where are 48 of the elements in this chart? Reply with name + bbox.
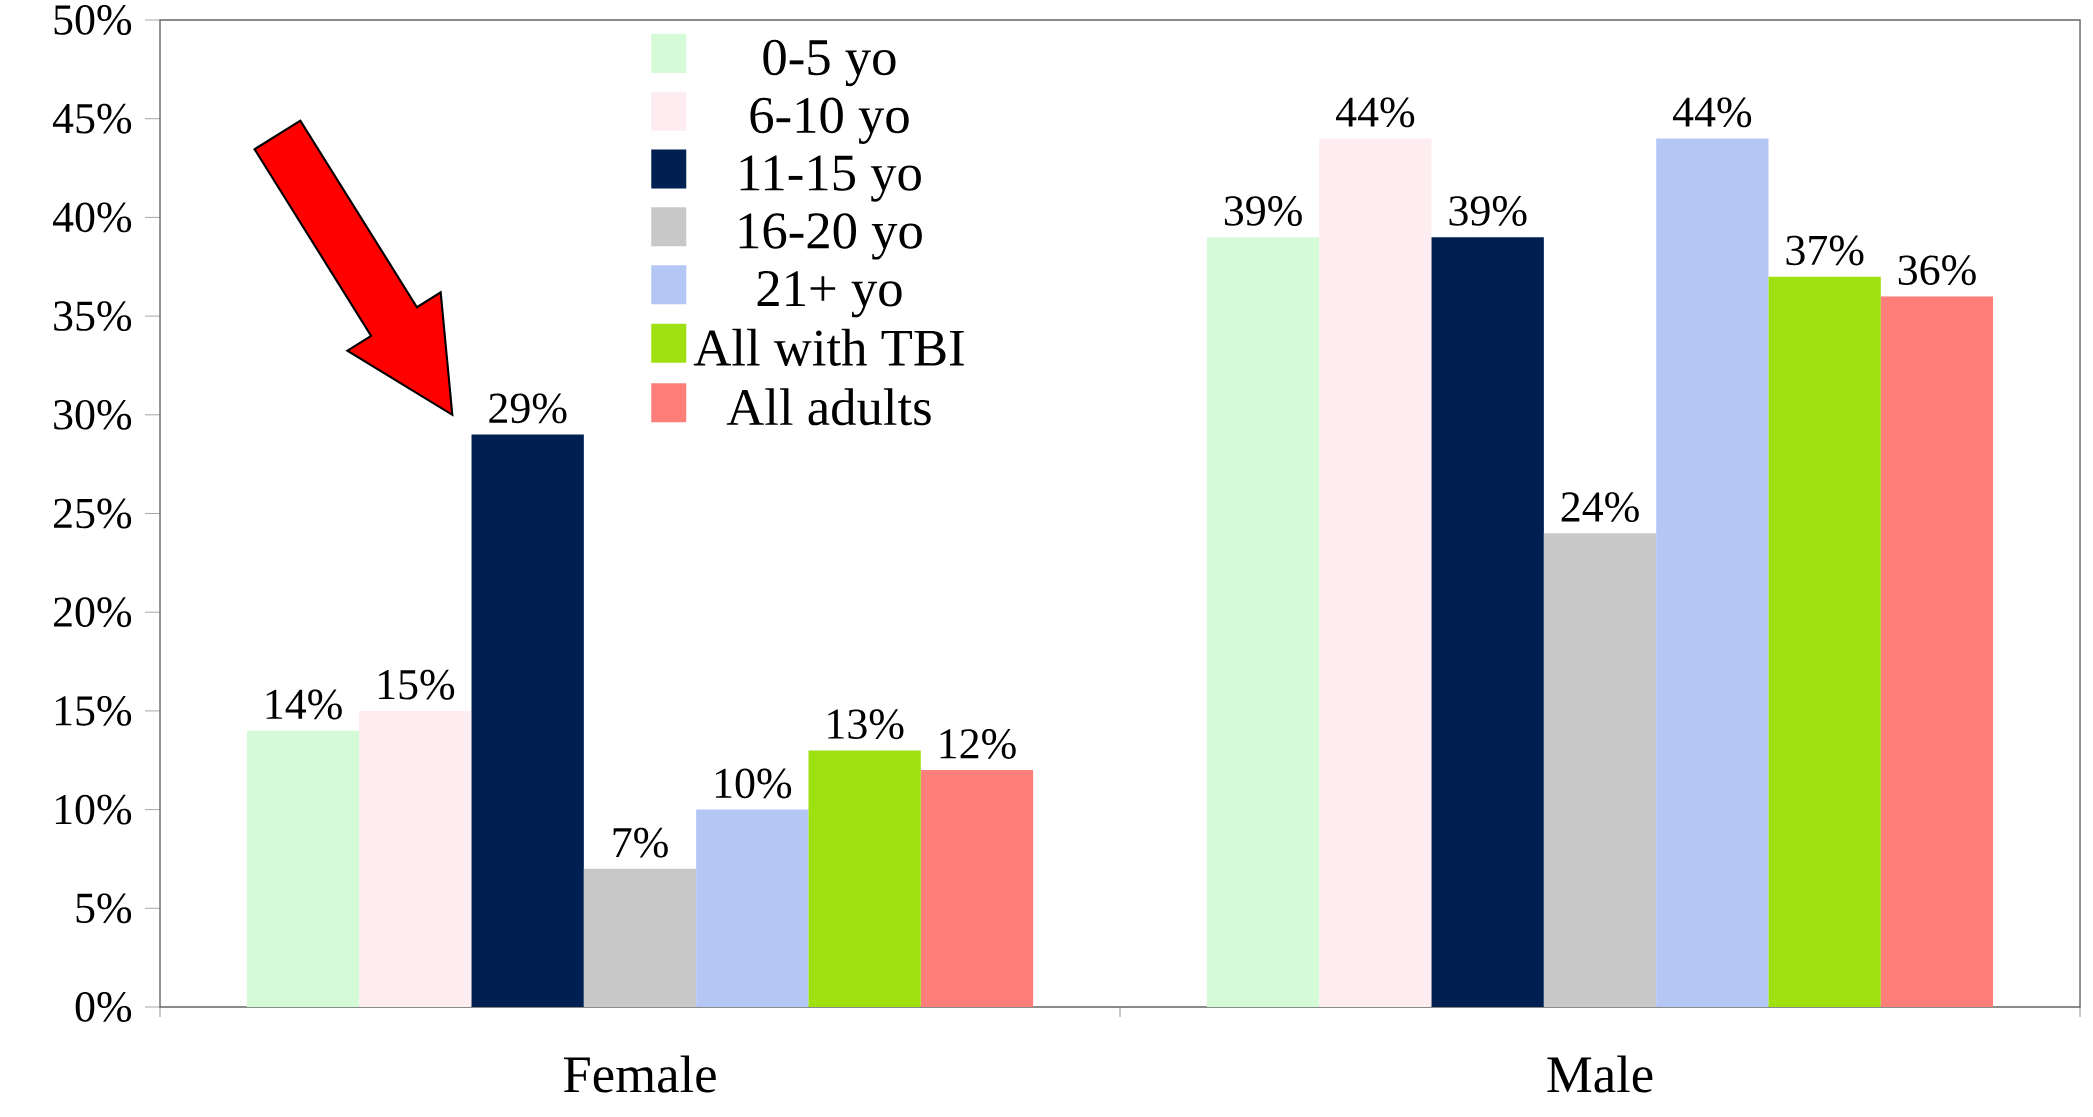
bar <box>471 434 584 1007</box>
legend-label: 0-5 yo <box>763 39 896 87</box>
y-tick-label: 15% <box>55 696 132 726</box>
bar <box>1656 138 1769 1007</box>
y-tick-label: 30% <box>54 399 132 430</box>
data-label: 37% <box>1786 235 1864 266</box>
data-label: 24% <box>1561 492 1639 523</box>
bar <box>920 770 1034 1007</box>
bar <box>1768 276 1881 1007</box>
y-tick-label: 5% <box>76 893 132 924</box>
bar <box>696 809 809 1007</box>
y-tick-label: 20% <box>53 597 132 628</box>
data-label: 14% <box>266 689 342 720</box>
data-label: 36% <box>1898 255 1976 286</box>
legend-label: 6-10 yo <box>750 97 909 145</box>
bar <box>1431 237 1544 1007</box>
bar <box>1543 533 1657 1007</box>
bar <box>359 710 472 1007</box>
y-tick-label: 25% <box>53 498 132 529</box>
legend-label: 21+ yo <box>757 271 902 318</box>
data-label: 12% <box>940 729 1016 759</box>
y-tick-label: 45% <box>52 103 132 134</box>
x-tick-label: Female <box>563 1055 716 1093</box>
data-label: 44% <box>1336 97 1415 128</box>
bar <box>808 750 921 1007</box>
y-tick-label: 35% <box>54 301 132 332</box>
legend-label: All adults <box>726 388 931 426</box>
data-label: 39% <box>1449 196 1527 226</box>
y-tick-label: 50% <box>54 5 132 35</box>
x-tick-label: Male <box>1547 1055 1653 1093</box>
bar <box>1880 296 1994 1007</box>
legend-label: 11-15 yo <box>740 155 921 202</box>
data-label: 29% <box>489 393 567 424</box>
data-label: 15% <box>378 669 455 700</box>
data-label: 7% <box>613 827 668 858</box>
data-label: 13% <box>828 709 904 740</box>
bar <box>246 730 360 1007</box>
bar <box>583 868 697 1007</box>
bar <box>1206 237 1320 1007</box>
data-label: 10% <box>715 768 792 799</box>
bar <box>1319 138 1432 1007</box>
data-label: 44% <box>1672 97 1752 128</box>
legend-label: 16-20 yo <box>739 213 922 260</box>
y-tick-label: 0% <box>75 992 132 1022</box>
y-tick-label: 10% <box>55 794 132 825</box>
legend-label: All with TBI <box>693 328 964 366</box>
data-label: 39% <box>1224 196 1302 226</box>
y-tick-label: 40% <box>52 202 132 233</box>
